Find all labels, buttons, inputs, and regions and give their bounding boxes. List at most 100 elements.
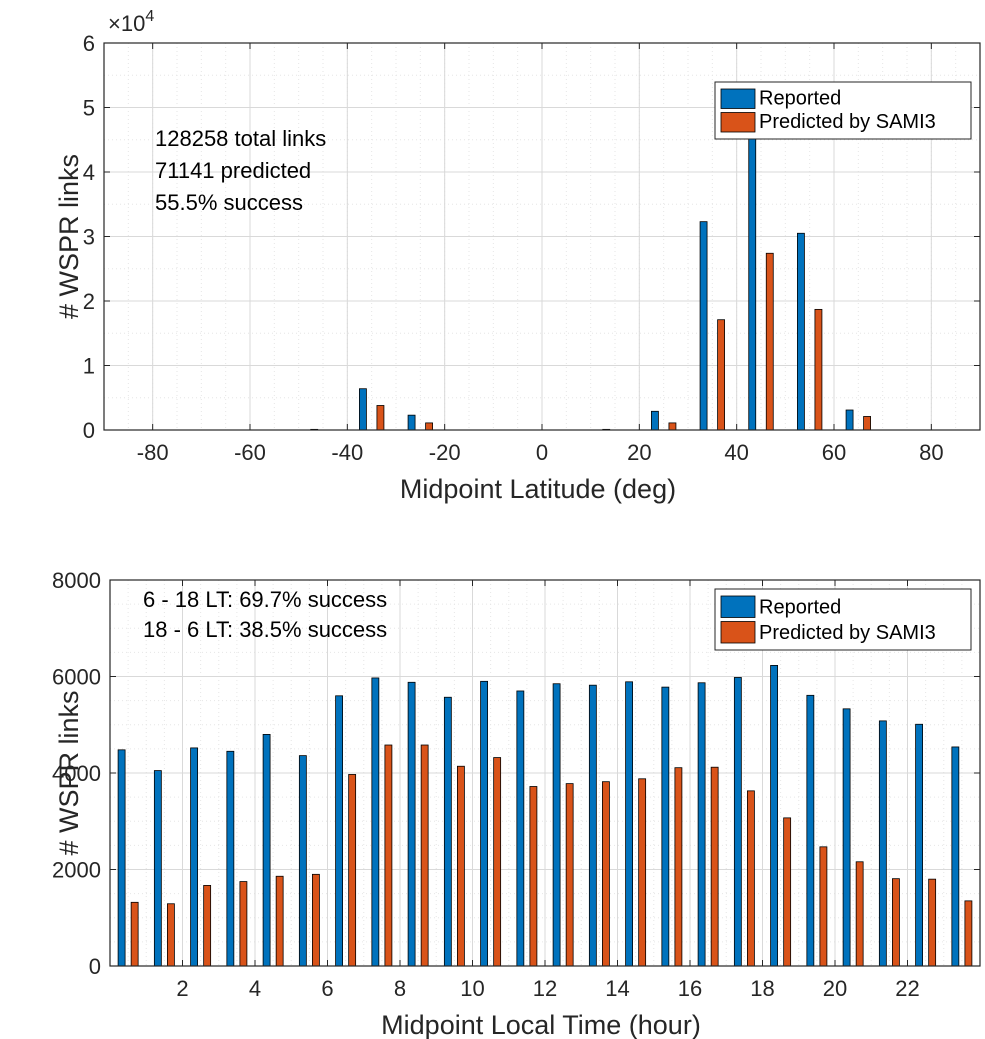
predicted-bar	[710, 766, 719, 967]
predicted-bar	[420, 744, 429, 967]
predicted-bar	[668, 422, 677, 431]
predicted-bar	[602, 781, 610, 967]
predicted-bar	[348, 774, 357, 967]
y-exponent-base: ×10	[108, 11, 145, 36]
predicted-bar	[638, 778, 647, 967]
predicted-legend-swatch	[720, 621, 756, 644]
reported-legend-swatch	[720, 595, 756, 618]
annotation-text: 18 - 6 LT: 38.5% success	[143, 617, 387, 642]
y-tick-label: 2	[83, 289, 95, 314]
predicted-bar	[565, 783, 574, 967]
reported-bar	[951, 746, 960, 967]
reported-bar	[407, 414, 416, 431]
reported-bar	[226, 750, 235, 967]
annotation-text: 71141 predicted	[155, 158, 311, 183]
y-axis-label: # WSPR links	[54, 690, 84, 855]
reported-bar	[516, 690, 525, 967]
x-tick-label: 8	[394, 976, 406, 1001]
reported-bar	[845, 409, 854, 431]
ticks: -80 -60 -40 -20 0 20 40 60 80 0 1 2 3 4 5 6	[83, 31, 980, 465]
y-tick-label: 0	[89, 954, 101, 979]
legend-label: Reported	[759, 597, 841, 619]
reported-bar	[117, 749, 126, 967]
x-axis-label: Midpoint Local Time (hour)	[381, 1010, 701, 1039]
x-tick-label: 4	[249, 976, 261, 1001]
y-tick-label: 3	[83, 225, 95, 250]
predicted-bar	[747, 790, 755, 967]
x-tick-label: 60	[822, 440, 846, 465]
x-tick-label: -40	[331, 440, 363, 465]
reported-bar	[407, 681, 416, 967]
predicted-bar	[674, 767, 683, 967]
x-tick-label: 20	[823, 976, 847, 1001]
chart-1: -80 -60 -40 -20 0 20 40 60 800123456×104Midpoint…	[54, 8, 981, 504]
reported-bar	[190, 747, 199, 967]
predicted-bar	[456, 765, 465, 967]
reported-bar	[480, 680, 489, 967]
reported-bar	[842, 708, 851, 967]
x-tick-label: 12	[533, 976, 557, 1001]
predicted-bar	[814, 308, 823, 431]
y-tick-label: 4000	[52, 761, 101, 786]
reported-bar	[443, 696, 452, 967]
reported-bar	[770, 665, 778, 967]
y-tick-label: 6000	[52, 665, 101, 690]
y-exponent-label: ×104	[108, 8, 154, 36]
predicted-bar	[311, 873, 320, 967]
annotation-text: 55.5% success	[155, 190, 303, 215]
annotation-text: 6 - 18 LT: 69.7% success	[143, 587, 387, 612]
predicted-bar	[425, 422, 433, 431]
legend-label: Predicted by SAMI3	[759, 111, 936, 133]
reported-bar	[748, 100, 757, 431]
predicted-bar	[384, 744, 393, 967]
reported-bar	[661, 686, 670, 967]
legend-label: Predicted by SAMI3	[759, 622, 936, 644]
ticks: 2 4 6 8 10 12 14 16 18 20 22 0 2000 4000 6000 8000	[52, 568, 980, 1001]
legend-label: Reported	[759, 88, 841, 110]
predicted-bar	[166, 903, 175, 967]
reported-bar	[298, 755, 307, 967]
reported-legend-swatch	[720, 88, 756, 109]
reported-bar	[359, 388, 367, 431]
x-axis-label: Midpoint Latitude (deg)	[400, 474, 676, 504]
bars	[310, 100, 871, 431]
predicted-bar	[765, 252, 774, 431]
bars	[117, 665, 973, 967]
reported-bar	[371, 677, 380, 967]
x-tick-label: 40	[724, 440, 748, 465]
reported-bar	[878, 720, 887, 967]
predicted-bar	[203, 885, 212, 967]
predicted-bar	[863, 416, 871, 431]
reported-bar	[335, 695, 344, 967]
legend-box	[714, 81, 972, 140]
y-tick-label: 1	[83, 354, 95, 379]
reported-bar	[733, 677, 742, 967]
predicted-bar	[376, 405, 385, 431]
y-tick-label: 2000	[52, 858, 101, 883]
x-tick-label: 22	[895, 976, 919, 1001]
reported-bar	[797, 232, 805, 431]
predicted-bar	[783, 817, 792, 967]
predicted-bar	[964, 900, 973, 967]
legend: Reported Predicted by SAMI3	[714, 588, 972, 651]
annotation-text: 128258 total links	[155, 126, 326, 151]
y-exponent-power: 4	[145, 8, 154, 25]
predicted-bar	[717, 319, 725, 431]
x-tick-label: -60	[234, 440, 266, 465]
y-tick-label: 4	[83, 160, 95, 185]
chart-2: 2 4 6 8 10 12 14 16 18 20 22 0 2000 4000 6000 8000 Midpo…	[52, 568, 981, 1039]
y-tick-label: 0	[83, 418, 95, 443]
predicted-bar	[819, 846, 828, 967]
predicted-bar	[130, 901, 139, 967]
reported-bar	[153, 770, 162, 967]
x-tick-label: 14	[605, 976, 629, 1001]
y-axis-label: # WSPR links	[54, 154, 84, 319]
predicted-bar	[855, 861, 864, 967]
reported-bar	[806, 694, 815, 967]
predicted-bar	[892, 878, 900, 967]
predicted-bar	[493, 757, 502, 967]
reported-bar	[915, 723, 923, 967]
x-tick-label: 20	[627, 440, 651, 465]
